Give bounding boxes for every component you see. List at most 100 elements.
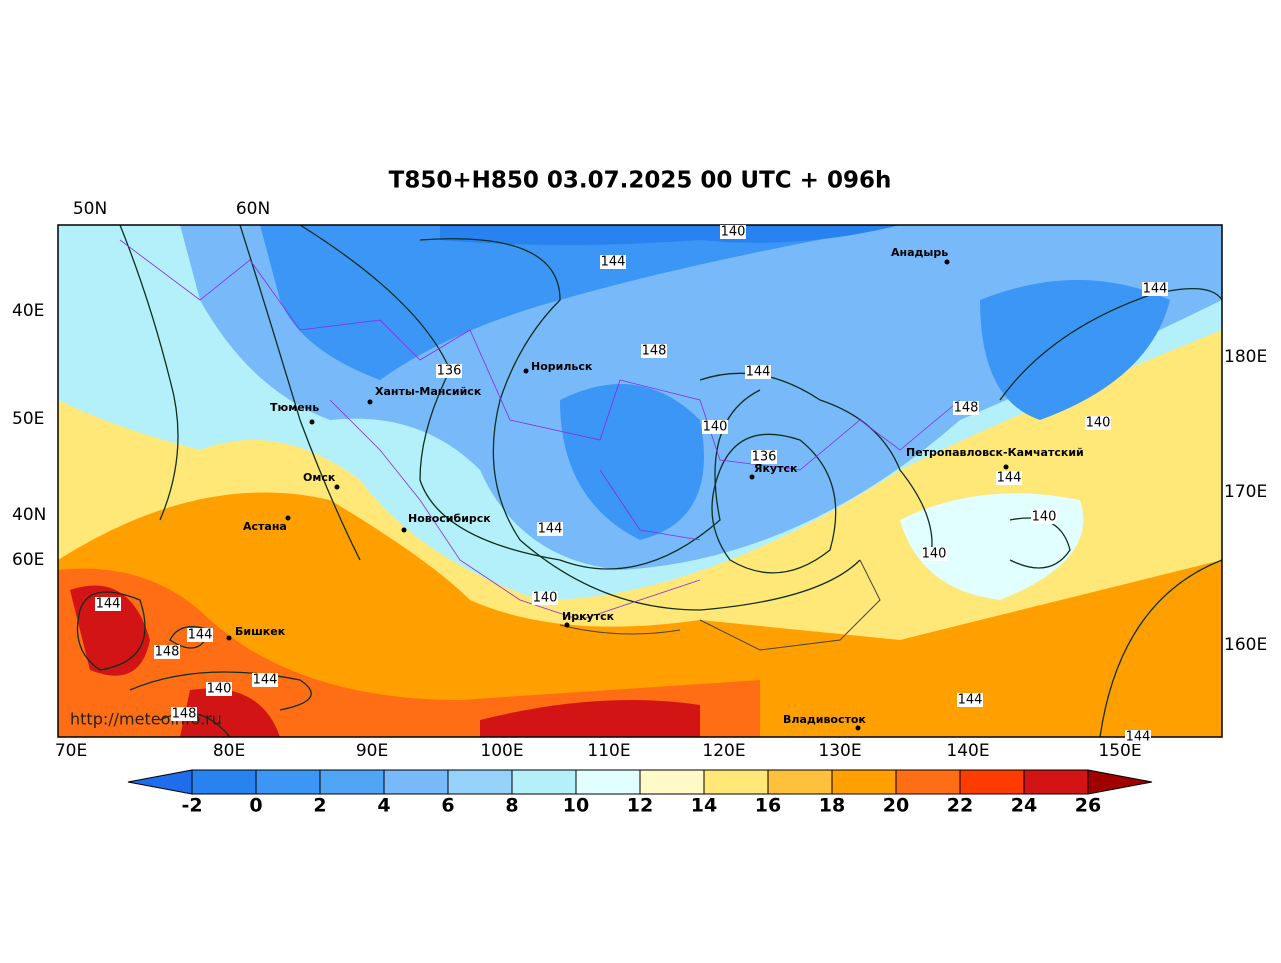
- contour-label-bg: [154, 645, 180, 659]
- colorbar-box: [319, 769, 385, 795]
- contour-label: 136: [752, 450, 777, 465]
- colorbar-box: [511, 769, 577, 795]
- contour-label-bg: [95, 597, 121, 611]
- contour-label-bg: [751, 450, 777, 464]
- city-dot: [749, 474, 755, 480]
- colorbar-box: [959, 769, 1025, 795]
- colorbar-tick-label: 10: [563, 795, 589, 817]
- colorbar-tick-label: 6: [441, 795, 454, 817]
- watermark: http://meteoinfo.ru: [70, 710, 222, 729]
- city-dot: [944, 259, 950, 265]
- contour-label: 148: [954, 401, 979, 416]
- city-dot: [334, 484, 340, 490]
- map-field: [58, 225, 1222, 737]
- contour-label-bg: [957, 693, 983, 707]
- edge-label: 160E: [1224, 635, 1267, 655]
- colorbar-box: [191, 769, 257, 795]
- contour-label: 140: [922, 547, 947, 562]
- colorbar-box: [447, 769, 513, 795]
- contour-label: 144: [96, 597, 121, 612]
- colorbar-tick-label: 20: [883, 795, 909, 817]
- contour-label-bg: [600, 255, 626, 269]
- contour-label-bg: [996, 471, 1022, 485]
- contour-label: 144: [188, 628, 213, 643]
- city-name: Астана: [243, 520, 287, 533]
- contour-label-bg: [187, 628, 213, 642]
- edge-label: 50E: [12, 409, 44, 429]
- contour-label-bg: [641, 344, 667, 358]
- title: T850+H850 03.07.2025 00 UTC + 096h: [389, 168, 892, 194]
- contour-label: 144: [958, 693, 983, 708]
- colorbar-box: [575, 769, 641, 795]
- city-dot: [564, 622, 570, 628]
- colorbar-tick-label: 8: [505, 795, 518, 817]
- lon-label: 80E: [213, 741, 245, 761]
- colorbar-tick-label: 22: [947, 795, 973, 817]
- contour-label: 140: [1032, 510, 1057, 525]
- contour-label-bg: [206, 682, 232, 696]
- colorbar-tick-label: 26: [1075, 795, 1101, 817]
- colorbar-box: [703, 769, 769, 795]
- colorbar-tick-label: 16: [755, 795, 781, 817]
- contour-label: 140: [207, 682, 232, 697]
- city-dot: [855, 725, 861, 731]
- contour-label: 144: [1143, 282, 1168, 297]
- edge-label: 40E: [12, 301, 44, 321]
- city-name: Владивосток: [783, 713, 866, 726]
- lon-label: 140E: [946, 741, 989, 761]
- contour-label: 148: [155, 645, 180, 660]
- city-name: Ханты-Мансийск: [375, 385, 482, 398]
- lon-label: 70E: [55, 741, 87, 761]
- contour-label: 144: [601, 255, 626, 270]
- lat-label: 50N: [73, 199, 107, 219]
- colorbar-box: [831, 769, 897, 795]
- city-name: Новосибирск: [408, 512, 491, 525]
- contour-label-bg: [1085, 416, 1111, 430]
- colorbar-tick-label: 24: [1011, 795, 1037, 817]
- contour-label: 140: [533, 591, 558, 606]
- contour-label: 144: [253, 673, 278, 688]
- contour-label: 140: [703, 420, 728, 435]
- lat-label: 60N: [236, 199, 270, 219]
- city-name: Иркутск: [562, 610, 615, 623]
- colorbar-tick-label: 18: [819, 795, 845, 817]
- colorbar-tick-label: 0: [249, 795, 262, 817]
- city-dot: [367, 399, 373, 405]
- contour-label-bg: [745, 365, 771, 379]
- city-name: Норильск: [531, 360, 593, 373]
- map-frame: [57, 224, 1223, 738]
- contour-label-bg: [702, 420, 728, 434]
- contour-label: 148: [642, 344, 667, 359]
- contour-label-bg: [532, 591, 558, 605]
- edge-label: 60E: [12, 550, 44, 570]
- city-dot: [523, 368, 529, 374]
- colorbar-tick-label: 4: [377, 795, 390, 817]
- edge-label: 170E: [1224, 482, 1267, 502]
- contour-label: 144: [997, 471, 1022, 486]
- edge-label: 40N: [12, 505, 46, 525]
- contour-label-bg: [953, 401, 979, 415]
- edge-label: 180E: [1224, 347, 1267, 367]
- contour-label: 148: [172, 707, 197, 722]
- contour-label: 144: [746, 365, 771, 380]
- city-name: Анадырь: [891, 246, 948, 259]
- colorbar-box: [639, 769, 705, 795]
- colorbar-box: [383, 769, 449, 795]
- colorbar-box: [255, 769, 321, 795]
- colorbar-extend-low: [127, 769, 193, 795]
- colorbar-box: [767, 769, 833, 795]
- contour-label-bg: [252, 673, 278, 687]
- city-name: Тюмень: [270, 401, 319, 414]
- city-name: Омск: [303, 471, 336, 484]
- contour-label: 140: [721, 225, 746, 240]
- colorbar-tick-label: 2: [313, 795, 326, 817]
- city-dot: [401, 527, 407, 533]
- contour-label: 140: [1086, 416, 1111, 431]
- lon-label: 130E: [818, 741, 861, 761]
- lon-label: 110E: [587, 741, 630, 761]
- city-dot: [1003, 464, 1009, 470]
- colorbar-extend-high: [1087, 769, 1153, 795]
- contour-label-bg: [171, 707, 197, 721]
- lon-label: 90E: [356, 741, 388, 761]
